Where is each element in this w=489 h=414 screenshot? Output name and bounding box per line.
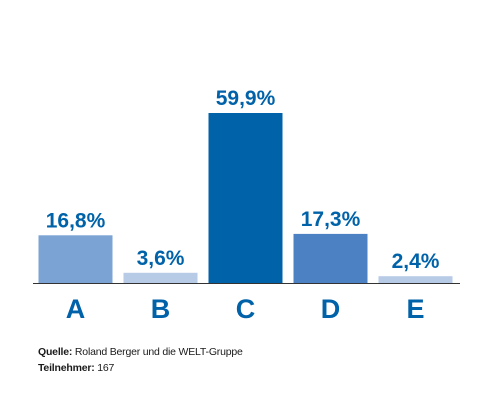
category-labels-layer: A B C D E (66, 294, 425, 324)
value-label-e: 2,4% (392, 250, 440, 273)
source-line: Quelle: Roland Berger und die WELT-Grupp… (38, 344, 243, 360)
participants-line: Teilnehmer: 167 (38, 360, 243, 376)
value-label-a: 16,8% (46, 209, 106, 232)
bar-c (208, 113, 283, 283)
category-label-d: D (321, 294, 341, 324)
value-label-d: 17,3% (301, 208, 361, 231)
bar-e (378, 276, 453, 283)
category-label-b: B (151, 294, 171, 324)
participants-key: Teilnehmer: (38, 362, 95, 374)
bar-b (123, 272, 198, 283)
value-labels-layer: 16,8% 3,6% 59,9% 17,3% 2,4% (46, 87, 440, 273)
category-label-c: C (236, 294, 256, 324)
bar-a (38, 235, 113, 283)
value-label-b: 3,6% (137, 247, 185, 270)
participants-value: 167 (94, 362, 115, 374)
bars-layer (38, 113, 453, 283)
source-key: Quelle: (38, 346, 73, 358)
bar-d (293, 233, 368, 283)
source-value: Roland Berger und die WELT-Gruppe (72, 346, 243, 358)
category-label-a: A (66, 294, 86, 324)
chart-footer: Quelle: Roland Berger und die WELT-Grupp… (38, 344, 243, 376)
value-label-c: 59,9% (216, 87, 276, 110)
category-label-e: E (406, 294, 424, 324)
